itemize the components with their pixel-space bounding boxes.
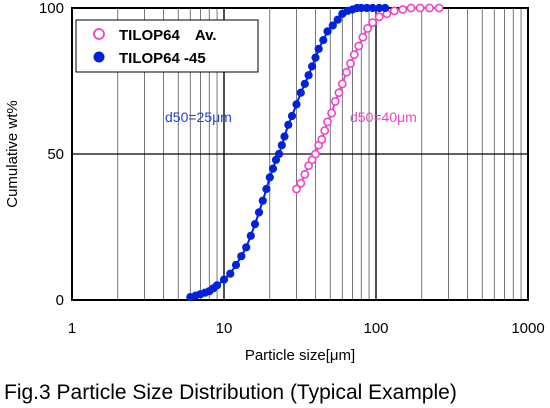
data-point-av xyxy=(320,126,330,136)
data-point-av xyxy=(300,169,310,179)
data-point-av xyxy=(342,67,351,77)
data-point-45 xyxy=(250,220,260,229)
tick-labels: 1 10 100 1000 0 50 100 xyxy=(39,0,545,337)
data-point-45 xyxy=(277,141,286,150)
data-point-45 xyxy=(333,15,342,24)
data-point-av xyxy=(292,184,301,194)
data-point-45 xyxy=(314,44,323,54)
data-point-45 xyxy=(274,149,284,159)
data-point-45 xyxy=(381,3,390,13)
data-point-45 xyxy=(284,120,293,129)
data-point-av xyxy=(330,97,340,106)
data-point-av xyxy=(311,149,320,159)
data-point-45 xyxy=(212,281,222,290)
data-point-45 xyxy=(323,27,332,36)
data-point-av xyxy=(398,5,408,14)
legend: TILOP64 Av. TILOP64 -45 xyxy=(75,19,259,73)
data-point-av xyxy=(434,3,444,13)
data-point-av xyxy=(317,134,327,144)
data-point-av xyxy=(368,18,377,27)
data-point-av xyxy=(389,6,399,16)
x-tick-label: 1000 xyxy=(511,320,544,337)
data-point-45 xyxy=(242,243,251,252)
data-point-45 xyxy=(287,111,297,121)
x-tick-label: 1 xyxy=(68,320,76,337)
data-point-av xyxy=(354,41,364,51)
data-point-45 xyxy=(319,36,328,45)
data-point-45 xyxy=(265,173,274,182)
y-tick-label: 100 xyxy=(39,0,64,17)
data-point-45 xyxy=(308,62,317,71)
series-line-av xyxy=(295,7,440,190)
data-point-45 xyxy=(268,164,278,173)
figure-caption: Fig.3 Particle Size Distribution (Typica… xyxy=(4,381,457,404)
data-point-45 xyxy=(246,231,255,240)
data-point-av xyxy=(406,3,416,13)
data-point-45 xyxy=(226,269,235,278)
data-point-av xyxy=(296,178,306,188)
data-point-av xyxy=(337,79,347,89)
data-point-45 xyxy=(311,53,320,62)
data-point-45 xyxy=(231,260,241,270)
d50-annotation-av: d50=40μm xyxy=(350,109,417,125)
data-point-45 xyxy=(300,79,309,89)
data-point-av xyxy=(415,3,425,13)
data-point-45 xyxy=(328,21,337,30)
data-point-av xyxy=(363,23,372,33)
data-point-av xyxy=(374,12,384,22)
data-point-45 xyxy=(280,132,289,141)
legend-marker-45 xyxy=(93,51,105,63)
y-tick-label: 50 xyxy=(47,146,64,163)
data-point-av xyxy=(323,117,332,127)
legend-label-av: TILOP64 Av. xyxy=(119,27,217,44)
legend-label-45: TILOP64 -45 xyxy=(119,50,206,67)
legend-marker-av xyxy=(93,28,105,40)
data-point-av xyxy=(327,108,336,118)
series-layer xyxy=(186,3,444,302)
legend-box xyxy=(75,19,259,73)
plot-frame xyxy=(71,7,529,301)
d50-annotation-45: d50=25μm xyxy=(165,109,232,125)
x-tick-label: 10 xyxy=(216,320,233,337)
y-axis-title: Cumulative wt% xyxy=(4,100,21,208)
y-tick-label: 0 xyxy=(56,292,64,309)
data-point-av xyxy=(334,88,344,98)
data-point-45 xyxy=(292,100,301,109)
data-point-45 xyxy=(262,184,271,194)
data-point-av xyxy=(358,32,368,42)
data-point-45 xyxy=(237,252,246,261)
data-point-av xyxy=(346,59,355,68)
data-point-45 xyxy=(219,275,229,284)
x-tick-label: 100 xyxy=(363,320,388,337)
x-axis-title: Particle size[μm] xyxy=(245,347,355,364)
data-point-45 xyxy=(296,88,305,97)
data-point-45 xyxy=(258,196,267,205)
data-point-av xyxy=(349,50,359,60)
data-point-av xyxy=(425,3,434,13)
data-point-45 xyxy=(304,71,313,80)
data-point-45 xyxy=(254,208,264,217)
